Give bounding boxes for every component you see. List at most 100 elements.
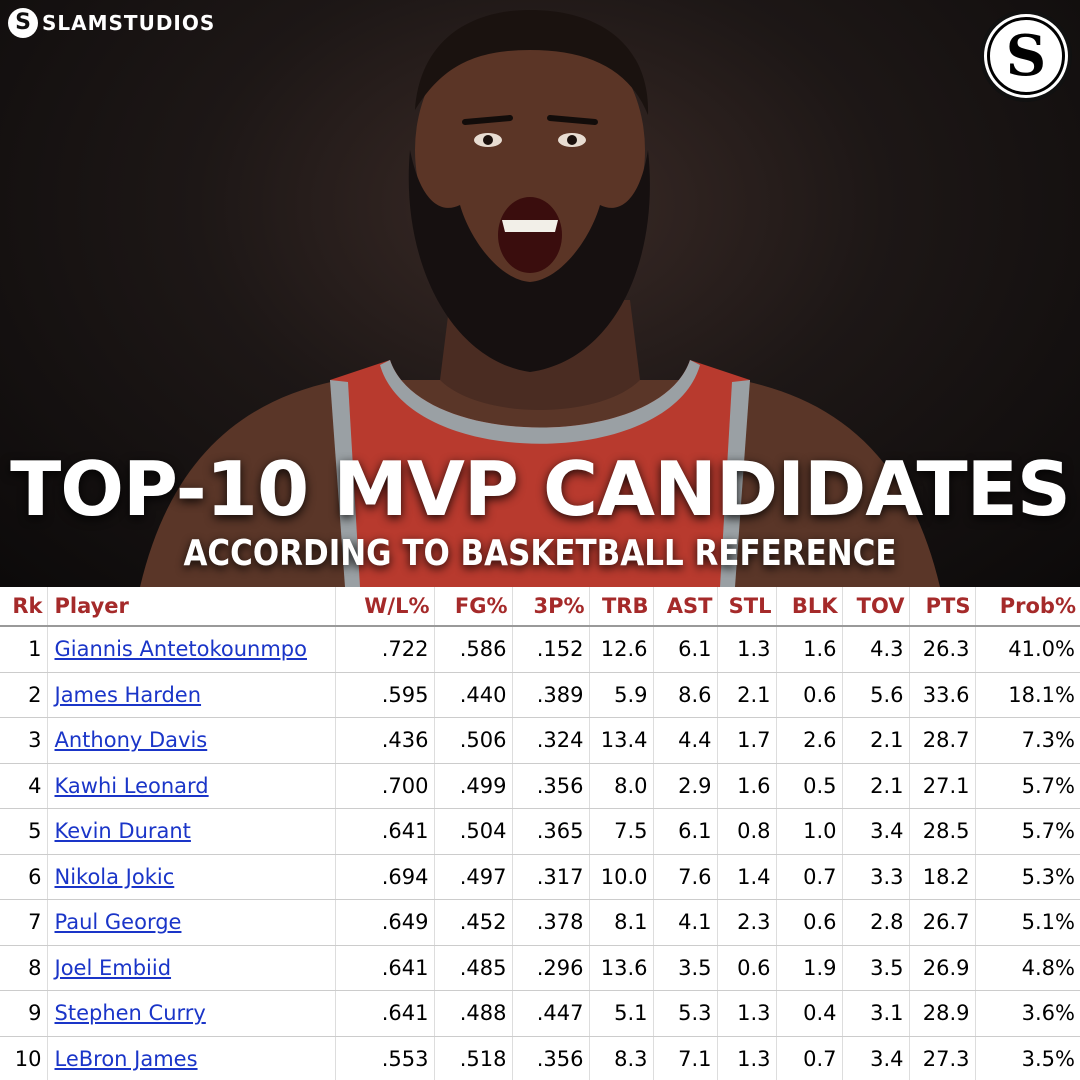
trb-cell: 8.1 — [589, 899, 654, 946]
fg-pct-cell: .518 — [434, 1036, 513, 1080]
header-wl-pct[interactable]: W/L% — [335, 587, 435, 627]
stl-cell: 1.3 — [717, 1036, 777, 1080]
fg-pct-cell: .452 — [434, 899, 513, 946]
header-ast[interactable]: AST — [653, 587, 718, 627]
header-3p-pct[interactable]: 3P% — [512, 587, 590, 627]
hero-photo — [0, 0, 1080, 587]
wl-pct-cell: .641 — [335, 990, 435, 1037]
table-row: 9 Stephen Curry .641.488.447 5.1 5.3 1.3 0.4 3.… — [0, 990, 1080, 1037]
ast-cell: 7.1 — [653, 1036, 718, 1080]
tov-cell: 2.1 — [842, 717, 910, 764]
ast-cell: 5.3 — [653, 990, 718, 1037]
player-cell: Giannis Antetokounmpo — [47, 626, 336, 673]
pts-cell: 28.7 — [909, 717, 976, 764]
pts-cell: 26.7 — [909, 899, 976, 946]
blk-cell: 0.4 — [776, 990, 843, 1037]
blk-cell: 1.6 — [776, 626, 843, 673]
stl-cell: 0.8 — [717, 808, 777, 855]
pts-cell: 28.5 — [909, 808, 976, 855]
tov-cell: 3.4 — [842, 1036, 910, 1080]
wl-pct-cell: .641 — [335, 808, 435, 855]
3p-pct-cell: .447 — [512, 990, 590, 1037]
pts-cell: 26.9 — [909, 945, 976, 991]
prob-pct-cell: 5.3% — [975, 854, 1080, 900]
header-blk[interactable]: BLK — [776, 587, 843, 627]
pts-cell: 27.1 — [909, 763, 976, 809]
fg-pct-cell: .440 — [434, 672, 513, 718]
headline-subtitle: ACCORDING TO BASKETBALL REFERENCE — [183, 533, 897, 574]
fg-pct-cell: .485 — [434, 945, 513, 991]
player-cell: Paul George — [47, 899, 336, 946]
3p-pct-cell: .356 — [512, 1036, 590, 1080]
header-tov[interactable]: TOV — [842, 587, 910, 627]
header-player[interactable]: Player — [47, 587, 336, 627]
table-row: 10 LeBron James .553.518.356 8.3 7.1 1.3 0.7 3.… — [0, 1036, 1080, 1080]
player-cell: Stephen Curry — [47, 990, 336, 1037]
blk-cell: 1.0 — [776, 808, 843, 855]
prob-pct-cell: 3.6% — [975, 990, 1080, 1037]
table-row: 3 Anthony Davis .436.506.324 13.4 4.4 1.7 2.6 2… — [0, 717, 1080, 764]
stl-cell: 0.6 — [717, 945, 777, 991]
wl-pct-cell: .694 — [335, 854, 435, 900]
fg-pct-cell: .499 — [434, 763, 513, 809]
header-prob-pct[interactable]: Prob% — [975, 587, 1080, 627]
stl-cell: 2.1 — [717, 672, 777, 718]
rank-cell: 8 — [0, 945, 48, 991]
player-link[interactable]: Kawhi Leonard — [54, 773, 209, 798]
wl-pct-cell: .436 — [335, 717, 435, 764]
3p-pct-cell: .389 — [512, 672, 590, 718]
trb-cell: 10.0 — [589, 854, 654, 900]
tov-cell: 5.6 — [842, 672, 910, 718]
ast-cell: 6.1 — [653, 626, 718, 673]
player-link[interactable]: Joel Embiid — [54, 955, 172, 980]
header-fg-pct[interactable]: FG% — [434, 587, 513, 627]
rank-cell: 5 — [0, 808, 48, 855]
wl-pct-cell: .595 — [335, 672, 435, 718]
player-cell: James Harden — [47, 672, 336, 718]
mvp-table-container: Rk Player W/L% FG% 3P% TRB AST STL BLK T… — [0, 587, 1080, 1080]
header-rank[interactable]: Rk — [0, 587, 48, 627]
prob-pct-cell: 4.8% — [975, 945, 1080, 991]
player-cell: Anthony Davis — [47, 717, 336, 764]
table-row: 2 James Harden .595.440.389 5.9 8.6 2.1 0.6 5.6… — [0, 672, 1080, 718]
wl-pct-cell: .553 — [335, 1036, 435, 1080]
player-link[interactable]: Paul George — [54, 910, 182, 935]
fg-pct-cell: .586 — [434, 626, 513, 673]
fg-pct-cell: .504 — [434, 808, 513, 855]
player-cell: Nikola Jokic — [47, 854, 336, 900]
blk-cell: 0.7 — [776, 1036, 843, 1080]
rank-cell: 2 — [0, 672, 48, 718]
prob-pct-cell: 5.7% — [975, 808, 1080, 855]
player-link[interactable]: Stephen Curry — [54, 1001, 206, 1026]
wl-pct-cell: .649 — [335, 899, 435, 946]
ast-cell: 2.9 — [653, 763, 718, 809]
fg-pct-cell: .497 — [434, 854, 513, 900]
player-link[interactable]: LeBron James — [54, 1046, 198, 1071]
table-row: 6 Nikola Jokic .694.497.317 10.0 7.6 1.4 0.7 3.… — [0, 854, 1080, 900]
rank-cell: 3 — [0, 717, 48, 764]
player-cell: LeBron James — [47, 1036, 336, 1080]
tov-cell: 3.4 — [842, 808, 910, 855]
header-trb[interactable]: TRB — [589, 587, 654, 627]
player-link[interactable]: Kevin Durant — [54, 819, 191, 844]
player-cell: Kawhi Leonard — [47, 763, 336, 809]
ast-cell: 8.6 — [653, 672, 718, 718]
tov-cell: 3.1 — [842, 990, 910, 1037]
prob-pct-cell: 5.7% — [975, 763, 1080, 809]
player-link[interactable]: James Harden — [54, 682, 202, 707]
fg-pct-cell: .506 — [434, 717, 513, 764]
header-pts[interactable]: PTS — [909, 587, 976, 627]
player-link[interactable]: Anthony Davis — [54, 728, 208, 753]
header-stl[interactable]: STL — [717, 587, 777, 627]
corner-logo-letter: S — [987, 17, 1065, 95]
stl-cell: 1.4 — [717, 854, 777, 900]
table-row: 1 Giannis Antetokounmpo .722.586.152 12.6 6.… — [0, 626, 1080, 673]
player-link[interactable]: Giannis Antetokounmpo — [54, 637, 307, 662]
tov-cell: 3.5 — [842, 945, 910, 991]
wl-pct-cell: .641 — [335, 945, 435, 991]
ast-cell: 6.1 — [653, 808, 718, 855]
player-link[interactable]: Nikola Jokic — [54, 864, 175, 889]
3p-pct-cell: .152 — [512, 626, 590, 673]
tov-cell: 4.3 — [842, 626, 910, 673]
